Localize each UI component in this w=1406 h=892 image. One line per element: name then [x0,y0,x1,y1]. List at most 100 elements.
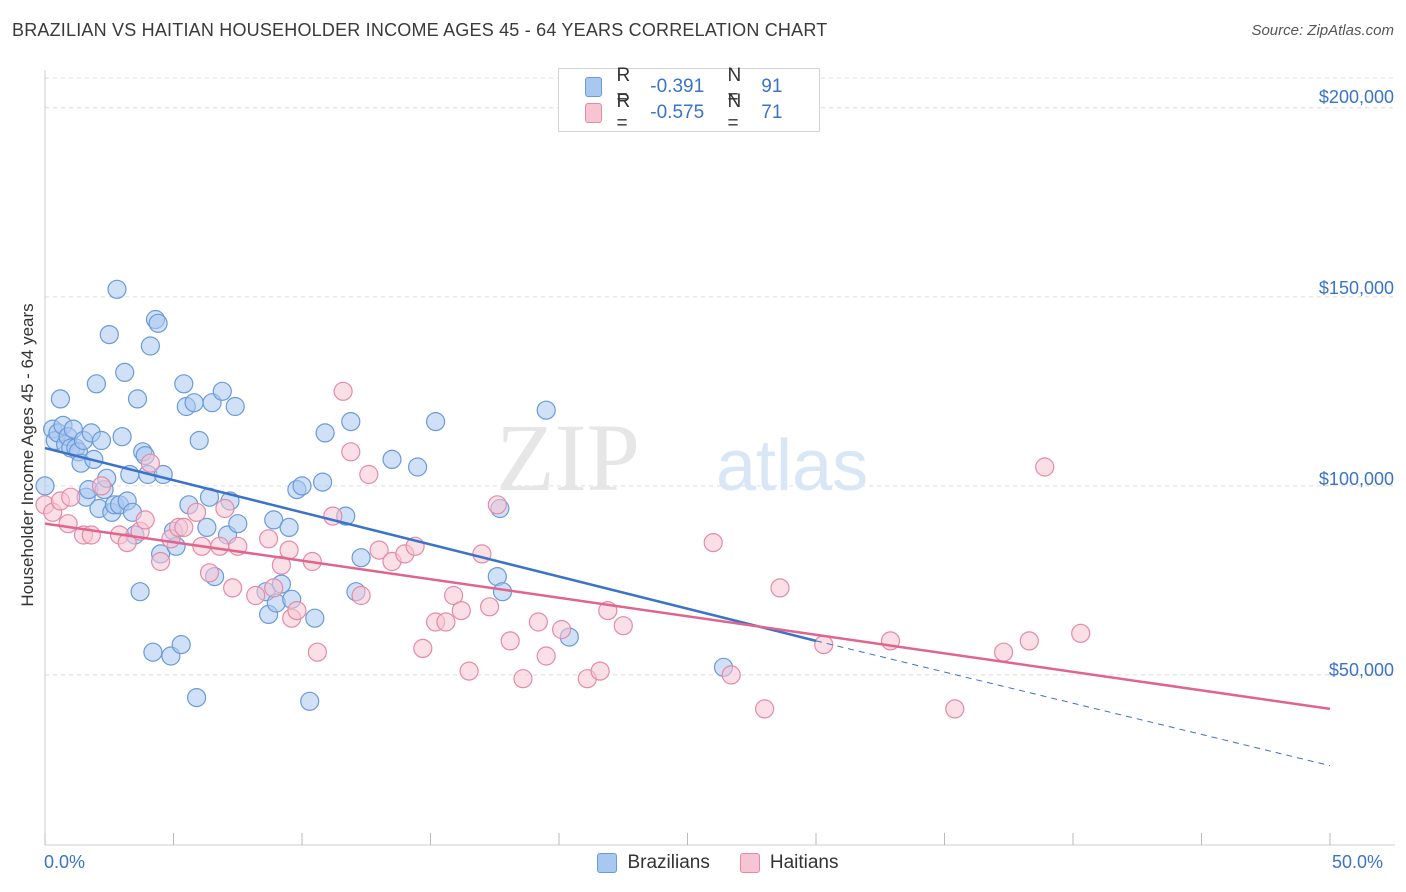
brazilian-point [300,691,320,711]
legend-n-label: N = [727,65,742,108]
y-tick-label-100000: $100,000 [1318,469,1394,489]
watermark: ZIP atlas [496,404,868,511]
series-label-brazilians: Brazilians [627,852,710,873]
brazilian-point [313,472,333,492]
chart-title: BRAZILIAN VS HAITIAN HOUSEHOLDER INCOME … [12,20,828,40]
haitian-point [945,699,965,719]
haitian-point [613,616,633,636]
haitian-point [271,555,291,575]
brazilian-point [225,396,245,417]
brazilian-point [148,313,168,333]
haitian-point [264,578,284,598]
haitian-point [413,638,433,659]
brazilian-trend-line [44,446,817,643]
grid-layer [45,77,1395,676]
haitian-point [703,532,723,553]
y-tick-label-200000: $200,000 [1318,87,1394,107]
brazilian-point [189,430,209,451]
haitian-point [500,631,520,651]
brazilian-point [107,279,127,299]
haitian-point [770,578,790,598]
haitian-point [528,612,549,632]
brazilian-point [35,476,55,496]
brazilian-point [127,389,148,409]
brazilian-point [86,374,107,394]
legend-r-label: R = [616,91,631,134]
brazilian-point [50,389,71,409]
brazilian-point [341,412,361,432]
haitian-point [721,665,741,685]
brazilian-point [351,548,371,568]
haitian-trend-line [44,522,1331,711]
haitian-point [58,514,78,534]
haitian-point [1019,631,1039,651]
haitian-point [513,669,533,689]
haitian-point [246,585,266,606]
y-axis-label: Householder Income Ages 45 - 64 years [18,303,37,607]
brazilian-point [184,393,204,413]
haitian-point [369,540,389,560]
haitian-point [279,540,299,560]
legend-n-label: N = [727,91,742,134]
haitian-point [135,510,155,530]
series-label-haitians: Haitians [769,852,839,873]
legend-swatch-haitians [585,103,603,123]
y-tick-label-150000: $150,000 [1318,278,1394,298]
haitian-point [199,563,220,583]
haitian-point [472,544,492,564]
brazilian-point [174,374,194,394]
haitian-point [341,442,361,462]
axis-layer [44,70,1395,846]
haitian-point [61,487,81,507]
legend-row-brazilians: R = -0.391 N = 91 [585,65,826,108]
stats-legend: R = -0.391 N = 91 R = -0.575 N = 71 [558,65,820,134]
series-swatch-brazilians [597,853,618,873]
brazilian-point [382,449,402,469]
haitian-point [351,585,371,606]
brazilian-point [264,510,284,530]
series-legend-brazilians: Brazilians [597,852,710,874]
brazilian-point [536,400,556,420]
brazilian-point [171,634,191,655]
haitian-point [287,600,307,621]
haitian-point [174,517,194,538]
haitian-point [444,585,464,606]
haitian-point [536,646,556,666]
haitian-point [451,600,471,621]
haitian-point [210,536,230,556]
haitian-point [480,597,500,617]
x-tick-label-min: 0.0% [44,852,86,872]
haitian-point [151,551,171,572]
brazilian-trend-extension [815,640,1331,767]
haitian-point [187,502,207,522]
haitian-point [333,381,353,401]
legend-r-label: R = [616,65,631,108]
x-tick-label-max: 50.0% [1332,852,1384,872]
haitian-point [215,498,235,519]
haitian-point [91,476,112,496]
brazilian-point [315,423,335,443]
trend-layer [44,446,1331,767]
haitian-point [259,529,279,549]
brazilian-point [228,514,248,534]
haitian-point [487,495,507,515]
brazilian-point [130,582,150,602]
haitian-point [590,661,610,681]
brazilian-point [187,687,207,708]
haitian-point [1035,457,1055,477]
watermark-atlas: atlas [716,426,868,506]
y-tick-label-50000: $50,000 [1328,660,1394,680]
haitian-point [140,453,160,473]
legend-r-value: -0.575 [650,102,705,123]
haitian-point [307,642,327,662]
brazilian-point [115,362,135,382]
legend-row-haitians: R = -0.575 N = 71 [585,91,826,134]
haitian-point [436,612,456,632]
haitian-point [551,619,572,640]
brazilian-point [279,517,299,538]
brazilian-point [408,457,428,477]
brazilian-point [91,430,112,451]
brazilian-point [197,517,217,538]
haitian-point [1071,623,1091,643]
